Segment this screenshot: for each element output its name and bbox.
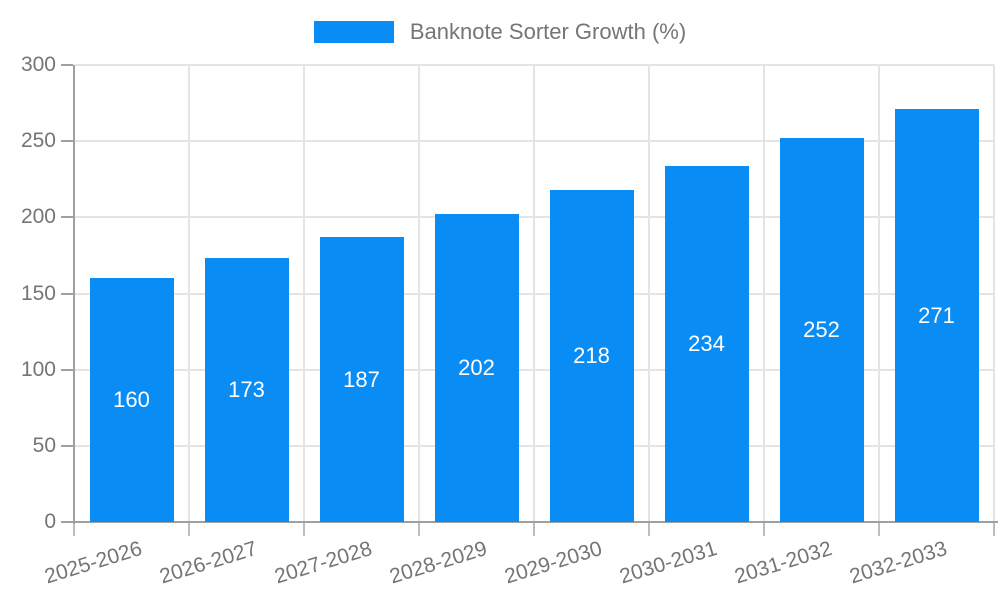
y-axis-tick — [61, 216, 73, 219]
bar — [894, 109, 979, 522]
x-gridline — [303, 65, 305, 522]
bar — [319, 237, 404, 522]
bar-value-label: 187 — [343, 366, 380, 392]
y-axis-tick — [61, 64, 73, 66]
x-gridline — [533, 65, 535, 522]
x-axis-tick — [878, 523, 880, 536]
x-axis-tick — [533, 523, 535, 536]
legend-swatch — [313, 21, 394, 43]
x-axis-tick — [188, 523, 190, 536]
bar — [434, 214, 519, 522]
y-axis-label: 50 — [32, 433, 56, 457]
x-axis-tick — [73, 523, 75, 536]
x-gridline — [993, 65, 995, 522]
bar-value-label: 160 — [113, 387, 150, 413]
legend: Banknote Sorter Growth (%) — [0, 17, 1000, 47]
x-gridline — [418, 65, 420, 522]
y-axis-tick — [61, 368, 73, 371]
bar-value-label: 173 — [228, 377, 265, 403]
bar-value-label: 202 — [458, 355, 495, 381]
x-gridline — [763, 65, 765, 522]
x-axis-tick — [303, 523, 305, 536]
y-axis-tick — [61, 292, 73, 295]
bar-value-label: 218 — [573, 342, 610, 368]
bar — [664, 165, 749, 522]
x-axis-tick — [993, 523, 995, 536]
bar — [549, 189, 634, 522]
x-axis-line — [73, 521, 998, 523]
y-axis-label: 200 — [20, 205, 56, 229]
y-axis-label: 300 — [20, 53, 56, 76]
bar — [204, 258, 289, 522]
y-axis-label: 150 — [20, 281, 56, 305]
bar-value-label: 252 — [803, 317, 840, 343]
y-axis-label: 250 — [20, 129, 56, 153]
y-axis-label: 100 — [20, 357, 56, 381]
y-axis-line — [73, 65, 75, 524]
legend-label: Banknote Sorter Growth (%) — [409, 19, 687, 44]
y-axis-label: 0 — [44, 510, 56, 533]
x-gridline — [188, 65, 190, 522]
bar — [89, 278, 174, 522]
bar-value-label: 271 — [918, 302, 955, 328]
x-axis-tick — [418, 523, 420, 536]
bar — [779, 138, 864, 522]
x-axis-tick — [648, 523, 650, 536]
y-axis-tick — [61, 140, 73, 143]
y-axis-tick — [61, 521, 73, 523]
bar-value-label: 234 — [688, 330, 725, 356]
x-axis-tick — [763, 523, 765, 536]
x-gridline — [878, 65, 880, 522]
y-axis-tick — [61, 444, 73, 447]
x-gridline — [648, 65, 650, 522]
